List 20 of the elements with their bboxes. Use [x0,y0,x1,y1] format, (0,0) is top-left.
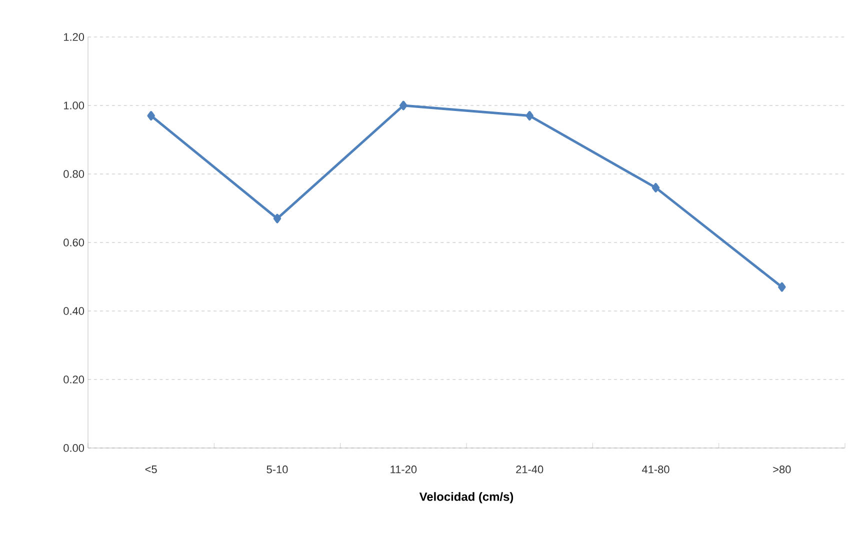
y-tick-label: 0.00 [64,444,84,452]
point [526,111,534,121]
point [147,111,155,121]
y-tick-label: 0.80 [64,170,84,178]
y-tick-label: 0.40 [64,307,84,315]
y-tick-label: 0.60 [64,238,84,246]
x-tick-label: 11-20 [390,466,417,474]
x-tick-label: 21-40 [516,466,544,474]
x-tick-label: 41-80 [642,466,670,474]
y-tick-label: 1.00 [64,102,84,110]
x-tick-label: 5-10 [266,466,288,474]
point [652,182,660,192]
y-tick-label: 1.20 [64,33,84,41]
x-tick-label: <5 [145,466,157,474]
y-tick-label: 0.20 [64,376,84,384]
point [778,282,786,292]
point [273,214,282,224]
x-tick-label: >80 [773,466,791,474]
point [400,100,408,110]
x-axis-title: Velocidad (cm/s) [419,492,514,504]
